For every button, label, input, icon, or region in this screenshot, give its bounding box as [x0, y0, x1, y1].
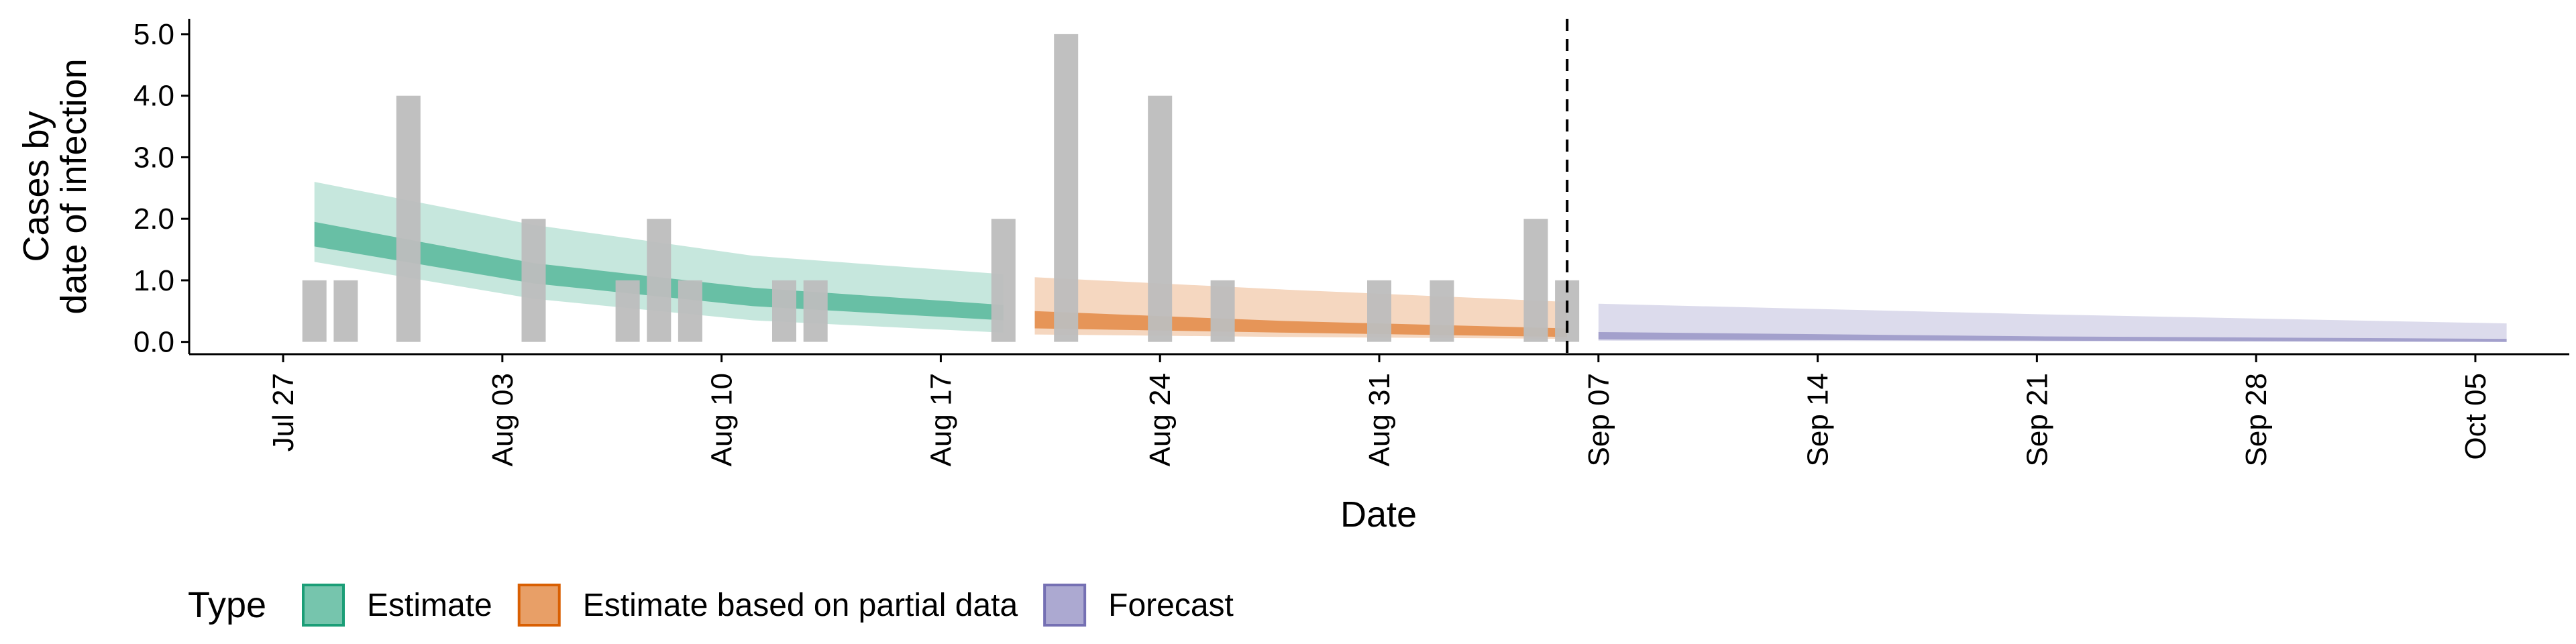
case-bar-12 [1210, 280, 1235, 342]
y-axis: 0.0 1.0 2.0 3.0 4.0 5.0 [133, 18, 189, 359]
legend-title: Type [188, 585, 266, 625]
case-bar-1 [333, 280, 358, 342]
legend-label-1: Estimate based on partial data [583, 588, 1018, 623]
case-bar-4 [615, 280, 640, 342]
y-tick-label-3: 3.0 [133, 141, 174, 174]
legend-key-2 [1043, 584, 1087, 627]
case-bar-5 [647, 219, 672, 342]
case-bar-13 [1367, 280, 1391, 342]
case-bar-15 [1523, 219, 1548, 342]
x-tick-label-4: Aug 24 [1144, 373, 1177, 466]
x-tick-label-8: Sep 21 [2021, 373, 2053, 466]
case-bar-8 [803, 280, 828, 342]
case-bar-2 [396, 95, 421, 342]
legend-label-2: Forecast [1108, 588, 1234, 623]
x-tick-label-5: Aug 31 [1363, 373, 1396, 466]
x-axis-title: Date [1340, 494, 1417, 535]
estimate-bands [314, 182, 2507, 342]
case-bar-9 [991, 219, 1016, 342]
x-tick-label-10: Oct 05 [2459, 373, 2492, 460]
legend-label-0: Estimate [367, 588, 492, 623]
legend-key-1 [517, 584, 561, 627]
y-axis-title-line-1: date of infection [54, 58, 94, 314]
legend-key-0 [302, 584, 345, 627]
band-inner-0 [314, 221, 1004, 321]
y-axis-title: Cases bydate of infection [16, 58, 94, 314]
legend: Type Estimate Estimate based on partial d… [188, 584, 1234, 627]
x-tick-label-3: Aug 17 [924, 373, 957, 466]
x-tick-label-9: Sep 28 [2240, 373, 2273, 466]
case-bar-14 [1430, 280, 1454, 342]
y-tick-label-0: 0.0 [133, 326, 174, 359]
y-tick-label-1: 1.0 [133, 264, 174, 297]
y-axis-title-line-0: Cases by [16, 111, 56, 262]
x-tick-label-7: Sep 14 [1802, 373, 1835, 466]
case-bar-6 [678, 280, 702, 342]
x-tick-label-1: Aug 03 [486, 373, 519, 466]
x-tick-label-6: Sep 07 [1582, 373, 1615, 466]
x-tick-label-0: Jul 27 [267, 373, 300, 451]
x-axis: Jul 27 Aug 03 Aug 10 Aug 17 Aug 24 Aug 31 Sep … [267, 354, 2492, 466]
y-tick-label-4: 4.0 [133, 80, 174, 113]
band-outer-2 [1598, 303, 2507, 342]
case-bar-7 [772, 280, 796, 342]
y-tick-label-5: 5.0 [133, 18, 174, 51]
case-bar-3 [521, 219, 546, 342]
case-bar-10 [1054, 34, 1079, 342]
case-bar-0 [302, 280, 327, 342]
band-inner-2 [1598, 332, 2507, 342]
y-tick-label-2: 2.0 [133, 203, 174, 235]
case-bar-11 [1148, 95, 1173, 342]
observed-case-bars [302, 34, 1580, 342]
x-tick-label-2: Aug 10 [706, 373, 739, 466]
